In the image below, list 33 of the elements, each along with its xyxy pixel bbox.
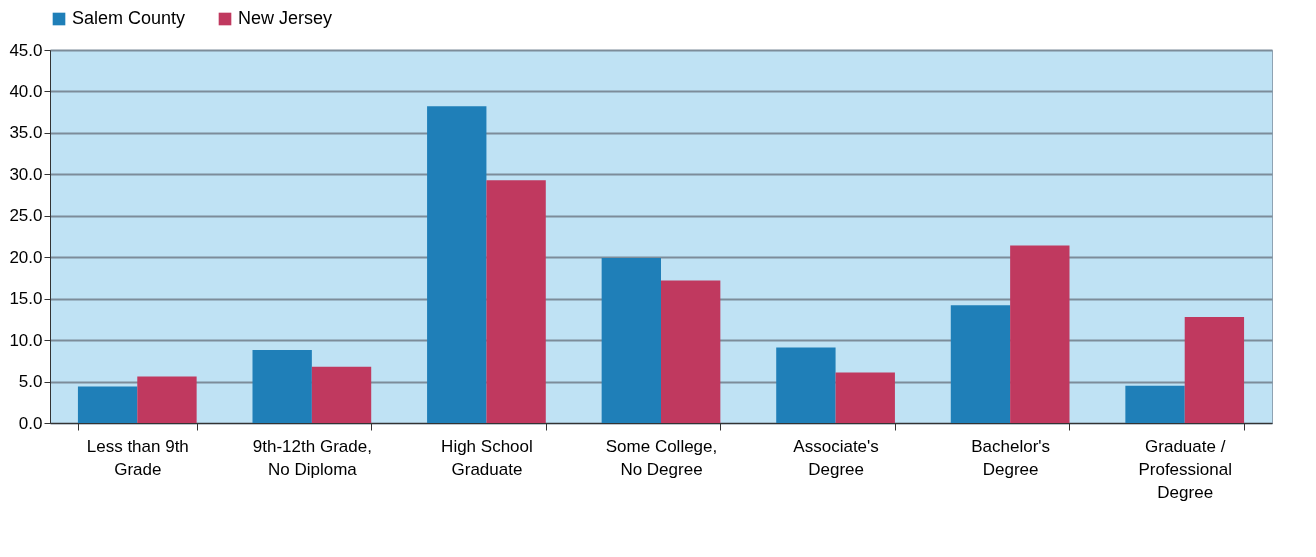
bar <box>137 376 197 423</box>
x-tick-label: 9th-12th Grade, No Diploma <box>252 436 372 479</box>
y-tick-label: 5.0 <box>18 372 43 392</box>
y-tick-label: 20.0 <box>9 247 43 267</box>
bar <box>601 258 661 423</box>
y-tick-label: 25.0 <box>9 206 43 226</box>
x-tick-label: High School Graduate <box>441 436 533 479</box>
bar <box>661 280 721 423</box>
bar <box>311 366 372 423</box>
bar <box>950 305 1011 423</box>
bar <box>835 372 895 423</box>
bar <box>77 386 138 423</box>
legend-label: Salem County <box>72 8 186 28</box>
x-tick-label: Associate's Degree <box>793 436 879 479</box>
y-tick-label: 35.0 <box>9 123 43 143</box>
x-tick-label: Graduate / Professional Degree <box>1138 436 1232 502</box>
y-tick-label: 30.0 <box>9 164 43 184</box>
x-tick-label: Bachelor's Degree <box>971 436 1051 479</box>
bar <box>1184 316 1245 423</box>
bar <box>427 106 487 423</box>
y-tick-label: 0.0 <box>18 413 43 433</box>
x-tick-label: Less than 9th Grade <box>86 436 189 479</box>
y-tick-label: 10.0 <box>9 330 43 350</box>
legend-label: New Jersey <box>238 8 333 28</box>
y-tick-label: 40.0 <box>9 81 43 101</box>
x-tick-label: Some College, No Degree <box>605 436 718 479</box>
bar <box>252 350 312 423</box>
bar <box>1010 245 1070 423</box>
bar <box>776 347 836 423</box>
bar <box>1125 385 1185 423</box>
y-tick-label: 15.0 <box>9 289 43 309</box>
bar <box>486 180 546 423</box>
y-tick-label: 45.0 <box>9 40 43 60</box>
